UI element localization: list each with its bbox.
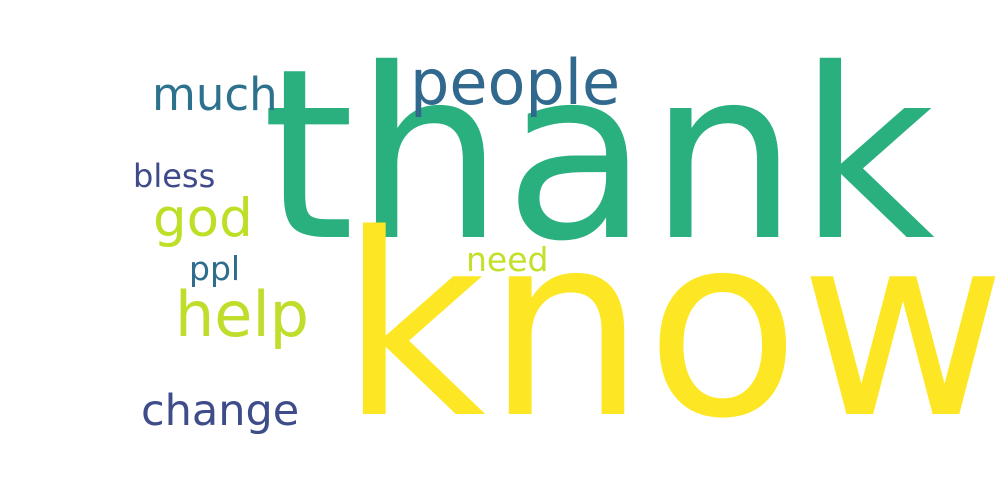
word-need: need [466, 240, 549, 279]
word-much: much [152, 68, 278, 121]
word-know: know [340, 181, 1000, 474]
word-god: god [153, 188, 253, 249]
word-people: people [410, 46, 621, 119]
word-bless: bless [133, 157, 216, 195]
word-help: help [175, 278, 310, 351]
word-thank: thank [262, 18, 935, 293]
word-change: change [141, 386, 300, 436]
word-ppl: ppl [189, 249, 241, 288]
